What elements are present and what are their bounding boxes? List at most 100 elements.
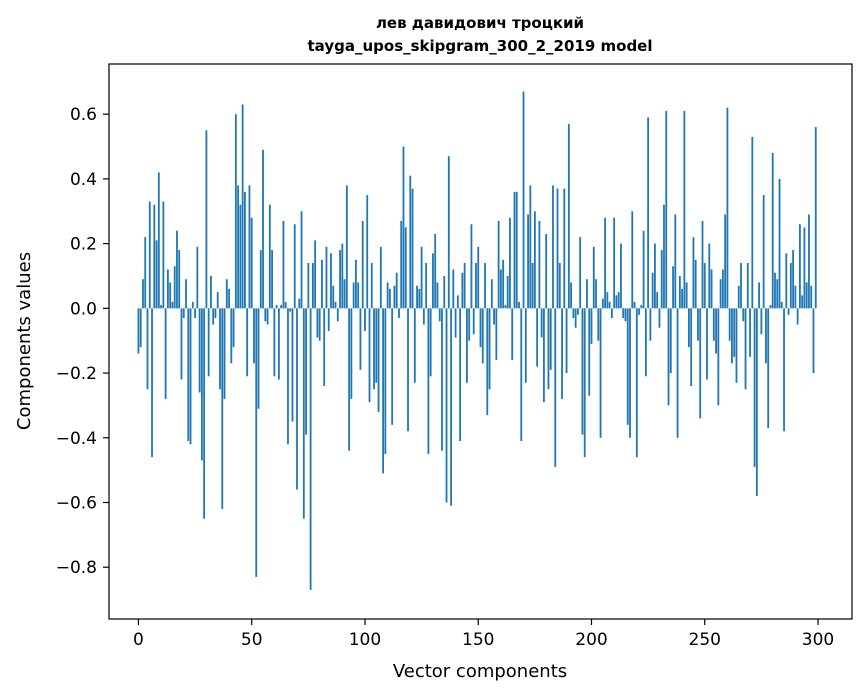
bar <box>454 308 457 338</box>
bar <box>357 282 360 309</box>
bar <box>173 266 176 309</box>
bar <box>522 91 525 309</box>
y-tick-label: 0.0 <box>70 299 97 319</box>
bar <box>479 308 482 348</box>
bar <box>744 308 747 390</box>
bar <box>398 308 400 319</box>
bar <box>719 279 722 309</box>
bar <box>635 308 638 458</box>
bar <box>778 178 781 309</box>
bar <box>640 305 643 309</box>
bar <box>420 246 423 309</box>
bar <box>416 285 418 309</box>
bar <box>631 211 634 309</box>
bar <box>651 272 654 309</box>
bar <box>486 308 489 416</box>
bar <box>554 308 557 467</box>
bar <box>812 308 815 374</box>
bar <box>364 308 366 331</box>
bar <box>368 308 371 403</box>
bar <box>787 308 790 315</box>
bar <box>334 301 337 309</box>
bar <box>194 308 196 319</box>
bar <box>153 204 156 309</box>
bar <box>164 308 167 399</box>
bar <box>694 259 697 309</box>
bar <box>586 279 588 309</box>
bar <box>239 204 242 309</box>
bar <box>715 308 717 354</box>
bar <box>275 305 278 309</box>
bar <box>814 127 817 309</box>
bar <box>237 185 240 309</box>
bar <box>386 282 389 309</box>
bar <box>264 308 267 322</box>
bar <box>248 185 251 309</box>
bar <box>755 308 758 497</box>
bar <box>384 308 387 454</box>
bar <box>463 263 466 309</box>
bar <box>663 204 665 309</box>
bar <box>524 308 527 383</box>
bar <box>268 204 271 309</box>
bar <box>728 308 731 341</box>
bar <box>361 220 364 309</box>
bar <box>697 308 699 341</box>
bar <box>798 224 801 309</box>
bar <box>626 308 629 425</box>
bar <box>740 263 742 309</box>
bar <box>214 308 217 319</box>
bar <box>436 282 439 309</box>
bar <box>595 279 597 309</box>
bar <box>617 292 620 309</box>
bar <box>567 123 570 309</box>
bar <box>305 308 307 435</box>
bar <box>590 308 593 344</box>
bar <box>166 269 169 309</box>
bar <box>746 263 749 309</box>
bar <box>808 214 810 309</box>
bar <box>293 224 296 309</box>
bar <box>162 201 165 309</box>
bar <box>427 308 430 454</box>
bar <box>690 308 693 386</box>
bar <box>230 308 233 364</box>
bar <box>352 282 355 309</box>
bar <box>413 308 416 383</box>
bar <box>148 201 151 309</box>
bar <box>540 308 543 338</box>
bar <box>497 220 500 309</box>
bar <box>683 110 686 309</box>
bar <box>783 308 785 432</box>
bar <box>225 279 228 309</box>
bar <box>533 211 536 309</box>
bar <box>205 130 208 309</box>
bar <box>429 308 432 377</box>
bar <box>588 308 591 396</box>
bar <box>228 288 230 309</box>
bar <box>271 250 273 309</box>
bar <box>647 117 650 309</box>
bar <box>484 263 486 309</box>
bar <box>615 295 618 309</box>
bar <box>407 308 409 432</box>
bar <box>776 279 779 309</box>
bar <box>796 308 799 325</box>
bar <box>760 308 763 335</box>
bar <box>146 308 149 390</box>
bar <box>509 217 511 309</box>
x-tick-label: 250 <box>689 630 721 650</box>
bar <box>316 308 319 338</box>
bar <box>681 288 684 309</box>
bar <box>171 301 174 309</box>
bar <box>604 217 606 309</box>
bar <box>656 292 659 309</box>
bar <box>658 308 661 328</box>
bar <box>688 308 690 348</box>
bar <box>511 308 514 361</box>
bar <box>481 308 484 364</box>
bar <box>330 253 332 309</box>
bar <box>323 308 326 386</box>
bar <box>726 107 729 309</box>
